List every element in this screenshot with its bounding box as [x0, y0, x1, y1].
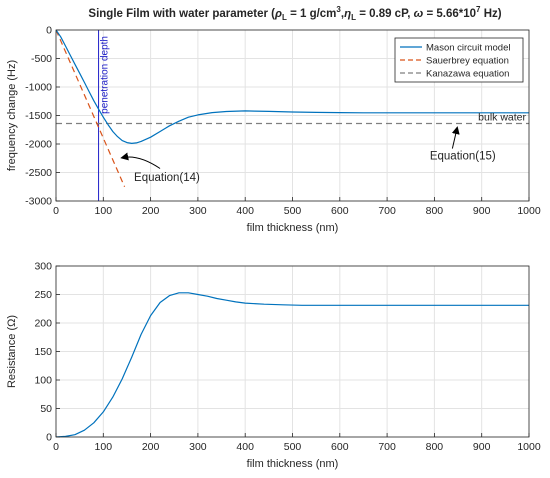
x-tick-label: 700: [378, 205, 396, 217]
y-tick-label: -1500: [25, 110, 52, 122]
y-axis-label: frequency change (Hz): [6, 60, 18, 171]
y-tick-label: 100: [34, 375, 52, 387]
x-tick-label: 0: [53, 441, 59, 453]
y-tick-label: 250: [34, 289, 52, 301]
x-tick-label: 900: [473, 205, 491, 217]
x-tick-label: 100: [95, 441, 113, 453]
y-tick-label: -3000: [25, 196, 52, 208]
y-tick-label: -2500: [25, 167, 52, 179]
x-tick-label: 1000: [517, 441, 541, 453]
x-tick-label: 400: [236, 441, 254, 453]
x-tick-label: 600: [331, 441, 349, 453]
y-tick-label: -1000: [25, 82, 52, 94]
series-line-resistance: [56, 292, 529, 437]
x-axis-label: film thickness (nm): [247, 458, 339, 470]
y-tick-label: 0: [46, 25, 52, 37]
resistance-chart: 0 100 200 300 400 500 600 700 800 900 1000 0 50 100 15…: [6, 261, 541, 471]
x-tick-label: 400: [236, 205, 254, 217]
annotation-bulk-water: bulk water: [478, 111, 526, 123]
x-tick-label: 0: [53, 205, 59, 217]
legend-label: Sauerbrey equation: [426, 56, 509, 67]
x-tick-label: 200: [142, 441, 160, 453]
legend-label: Mason circuit model: [426, 43, 510, 54]
plot-content: [56, 30, 529, 201]
x-tick-label: 200: [142, 205, 160, 217]
series-line-mason-circuit-model: [56, 30, 529, 144]
y-tick-label: 200: [34, 318, 52, 330]
y-axis-label: Resistance (Ω): [6, 315, 18, 388]
x-tick-label: 800: [426, 205, 444, 217]
x-tick-label: 300: [189, 205, 207, 217]
x-tick-label: 800: [426, 441, 444, 453]
y-tick-label: -500: [31, 53, 52, 65]
y-tick-label: 150: [34, 346, 52, 358]
x-tick-label: 100: [95, 205, 113, 217]
series-line-sauerbrey-equation: [56, 30, 126, 188]
frequency-change-chart: 0 100 200 300 400 500 600 700 800 900 1000 0 -500 -10…: [6, 25, 541, 235]
y-tick-label: 50: [40, 403, 52, 415]
y-tick-label: 0: [46, 432, 52, 444]
x-tick-label: 900: [473, 441, 491, 453]
arrow-equation-14: [120, 152, 161, 169]
legend: Mason circuit model Sauerbrey equation Kan…: [394, 37, 524, 83]
y-tick-label: 300: [34, 261, 52, 273]
annotation-equation-14: Equation(14): [134, 172, 200, 184]
penetration-depth-label: penetration depth: [100, 36, 111, 114]
arrow-equation-15: [451, 126, 460, 149]
y-tick-label: -2000: [25, 139, 52, 151]
x-tick-label: 500: [284, 441, 302, 453]
figure-title: Single Film with water parameter (ρL = 1…: [88, 5, 501, 22]
annotation-equation-15: Equation(15): [430, 150, 496, 162]
x-tick-label: 500: [284, 205, 302, 217]
x-tick-label: 300: [189, 441, 207, 453]
x-tick-label: 700: [378, 441, 396, 453]
x-tick-label: 600: [331, 205, 349, 217]
x-axis-label: film thickness (nm): [247, 222, 339, 234]
x-tick-label: 1000: [517, 205, 541, 217]
plot-content: [56, 292, 529, 437]
legend-label: Kanazawa equation: [426, 69, 509, 80]
